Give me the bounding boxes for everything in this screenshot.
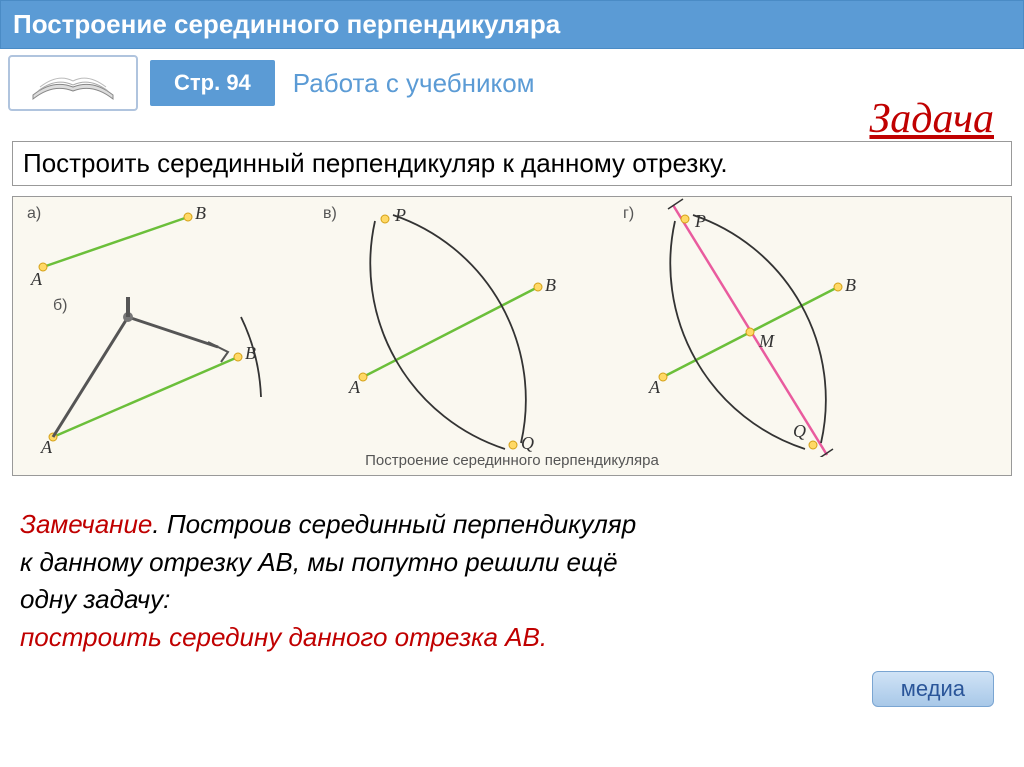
zadacha-text: Задача	[869, 96, 994, 142]
media-button-label: медиа	[901, 676, 965, 701]
diagram-caption: Построение серединного перпендикуляра	[365, 452, 659, 469]
svg-text:P: P	[394, 205, 406, 225]
svg-text:B: B	[845, 275, 856, 295]
note-line2a: к данному отрезку	[20, 547, 258, 577]
book-icon-box	[8, 55, 138, 111]
page-number-badge: Стр. 94	[150, 60, 275, 106]
diagram-caption-text: Построение серединного перпендикуляра	[365, 452, 659, 469]
svg-text:B: B	[195, 203, 206, 223]
panel-b: A B	[40, 297, 261, 457]
page-title: Построение серединного перпендикуляра	[13, 9, 560, 39]
task-box: Построить серединный перпендикуляр к дан…	[12, 141, 1012, 186]
note-prefix: Замечание	[20, 509, 152, 539]
svg-text:Q: Q	[793, 421, 806, 441]
panel-a: A B	[30, 203, 206, 289]
svg-text:A: A	[30, 269, 43, 289]
panel-g: A B P Q M	[648, 199, 856, 457]
panel-v: A B P Q	[348, 205, 556, 453]
svg-text:A: A	[648, 377, 661, 397]
svg-text:M: M	[758, 331, 775, 351]
note-line4a: построить середину данного отрезка	[20, 622, 505, 652]
note-line1: . Построив серединный перпендикуляр	[152, 509, 636, 539]
svg-text:A: A	[348, 377, 361, 397]
media-button[interactable]: медиа	[872, 671, 994, 707]
diagram-svg: A B A B A B	[13, 197, 1013, 457]
note-line4-seg: AB.	[505, 622, 547, 652]
open-book-icon	[28, 61, 118, 105]
work-with-textbook-label: Работа с учебником	[293, 68, 535, 99]
svg-text:A: A	[40, 437, 53, 457]
note-line2-seg: AB,	[258, 547, 300, 577]
top-row: Стр. 94 Работа с учебником Задача	[0, 55, 1024, 111]
note-line2b: мы попутно решили ещё	[300, 547, 617, 577]
task-text: Построить серединный перпендикуляр к дан…	[23, 148, 728, 178]
svg-text:Q: Q	[521, 433, 534, 453]
note-block: Замечание. Построив серединный перпендик…	[20, 506, 1012, 657]
svg-text:B: B	[545, 275, 556, 295]
construction-diagram: a) б) в) г) A B A B	[12, 196, 1012, 476]
page-number-text: Стр. 94	[174, 70, 251, 95]
work-label-text: Работа с учебником	[293, 68, 535, 98]
svg-text:P: P	[694, 211, 706, 231]
page-title-bar: Построение серединного перпендикуляра	[0, 0, 1024, 49]
zadacha-heading: Задача	[869, 95, 994, 143]
note-line3: одну задачу:	[20, 584, 170, 614]
